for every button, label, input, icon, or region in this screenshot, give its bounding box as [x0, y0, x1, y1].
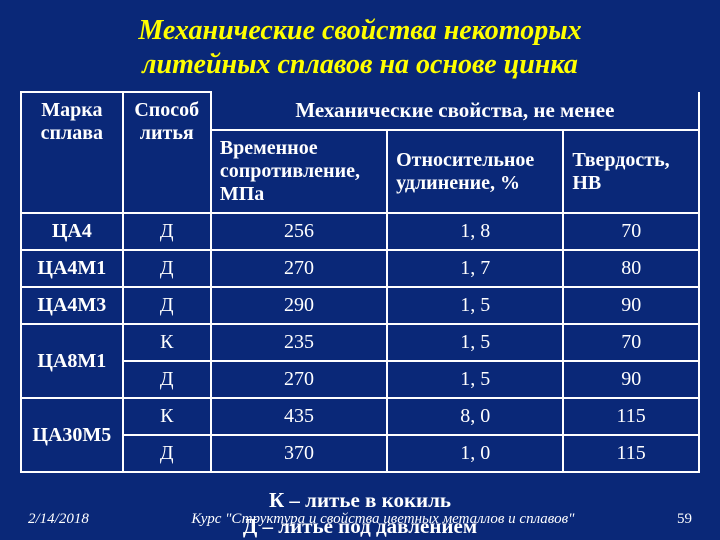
cell-vrem: 235: [211, 324, 387, 361]
cell-tv: 115: [563, 435, 699, 472]
cell-tv: 70: [563, 324, 699, 361]
cell-sposob: Д: [123, 250, 211, 287]
cell-marka: ЦА4М3: [21, 287, 123, 324]
title-line-1: Механические свойства некоторых: [30, 14, 690, 48]
footer-page: 59: [677, 511, 692, 528]
cell-vrem: 290: [211, 287, 387, 324]
cell-tv: 80: [563, 250, 699, 287]
cell-tv: 90: [563, 287, 699, 324]
cell-otn: 1, 0: [387, 435, 563, 472]
cell-vrem: 270: [211, 250, 387, 287]
table-row: ЦА4М1Д2701, 780: [21, 250, 699, 287]
cell-marka: ЦА4: [21, 213, 123, 250]
cell-tv: 70: [563, 213, 699, 250]
footer: 2/14/2018 Курс "Структура и свойства цве…: [0, 511, 720, 528]
table-row: ЦА30М5К4358, 0115: [21, 398, 699, 435]
table-container: Марка сплава Способ литья Механические с…: [0, 91, 720, 473]
cell-vrem: 435: [211, 398, 387, 435]
properties-table: Марка сплава Способ литья Механические с…: [20, 91, 700, 473]
cell-otn: 1, 5: [387, 361, 563, 398]
cell-marka: ЦА4М1: [21, 250, 123, 287]
footer-course: Курс "Структура и свойства цветных метал…: [89, 511, 677, 528]
cell-vrem: 270: [211, 361, 387, 398]
table-row: ЦА4Д2561, 870: [21, 213, 699, 250]
cell-otn: 8, 0: [387, 398, 563, 435]
table-body: ЦА4Д2561, 870ЦА4М1Д2701, 780ЦА4М3Д2901, …: [21, 213, 699, 472]
cell-vrem: 370: [211, 435, 387, 472]
table-row: ЦА8М1К2351, 570: [21, 324, 699, 361]
cell-sposob: К: [123, 398, 211, 435]
cell-otn: 1, 5: [387, 287, 563, 324]
cell-sposob: Д: [123, 361, 211, 398]
cell-sposob: К: [123, 324, 211, 361]
cell-marka: ЦА30М5: [21, 398, 123, 472]
cell-otn: 1, 7: [387, 250, 563, 287]
cell-otn: 1, 5: [387, 324, 563, 361]
title-line-2: литейных сплавов на основе цинка: [30, 48, 690, 82]
table-row: Д2701, 590: [21, 361, 699, 398]
table-head: Марка сплава Способ литья Механические с…: [21, 92, 699, 213]
cell-marka: ЦА8М1: [21, 324, 123, 398]
hdr-tv: Твердость, НВ: [563, 130, 699, 213]
cell-sposob: Д: [123, 435, 211, 472]
slide-title: Механические свойства некоторых литейных…: [0, 0, 720, 91]
hdr-otn: Относительное удлинение, %: [387, 130, 563, 213]
cell-tv: 90: [563, 361, 699, 398]
cell-tv: 115: [563, 398, 699, 435]
cell-sposob: Д: [123, 213, 211, 250]
hdr-group: Механические свойства, не менее: [211, 92, 699, 130]
hdr-sposob: Способ литья: [123, 92, 211, 213]
table-row: ЦА4М3Д2901, 590: [21, 287, 699, 324]
cell-vrem: 256: [211, 213, 387, 250]
footer-date: 2/14/2018: [28, 511, 89, 528]
cell-sposob: Д: [123, 287, 211, 324]
hdr-marka: Марка сплава: [21, 92, 123, 213]
table-row: Д3701, 0115: [21, 435, 699, 472]
cell-otn: 1, 8: [387, 213, 563, 250]
hdr-vrem: Временное сопротивление, МПа: [211, 130, 387, 213]
legend-line-1: К – литье в кокиль: [0, 487, 720, 513]
